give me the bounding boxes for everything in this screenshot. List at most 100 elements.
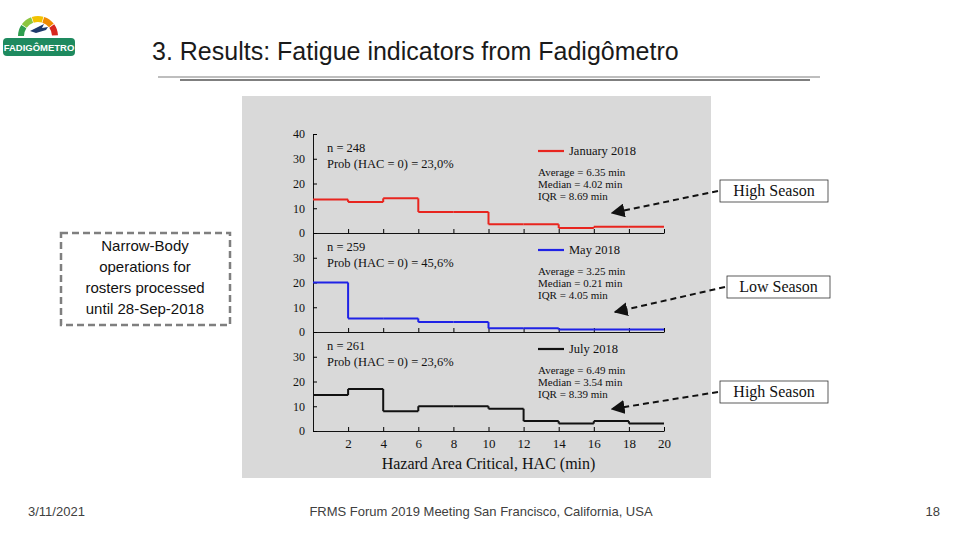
- x-tick-mark: [594, 427, 595, 431]
- legend-swatch: [538, 348, 564, 350]
- x-tick-mark: [453, 427, 454, 431]
- x-tick: [383, 328, 384, 332]
- legend-label: May 2018: [569, 243, 620, 257]
- histogram-step: [348, 388, 383, 390]
- step-riser: [382, 198, 384, 202]
- logo-gauge: [49, 24, 58, 35]
- y-tick: 20: [293, 177, 317, 191]
- histogram-step: [594, 420, 629, 422]
- chart-background: [242, 96, 711, 478]
- side-note-text: Narrow-Body: [101, 237, 189, 254]
- x-tick-label: 20: [658, 436, 671, 451]
- x-tick: [664, 328, 665, 332]
- x-axis-line: [314, 332, 665, 333]
- y-tick-mark: [313, 159, 317, 160]
- callout-text: High Season: [733, 383, 814, 401]
- y-tick-label: 20: [293, 177, 305, 191]
- x-tick: 20: [658, 427, 671, 451]
- y-tick-label: 20: [293, 375, 305, 389]
- step-riser: [628, 421, 630, 423]
- x-tick-mark: [418, 427, 419, 431]
- callout: Low Season: [615, 276, 830, 312]
- series: [313, 198, 664, 228]
- y-tick: 10: [293, 202, 317, 216]
- footer-date: 3/11/2021: [28, 504, 85, 519]
- step-riser: [417, 198, 419, 212]
- y-tick: 30: [293, 350, 317, 364]
- y-axis: 0102030: [293, 234, 317, 340]
- x-tick-label: 6: [416, 436, 423, 451]
- annotation: IQR = 4.05 min: [538, 289, 608, 301]
- step-riser: [558, 224, 560, 228]
- slide-title: 3. Results: Fatigue indicators from Fadi…: [152, 37, 679, 65]
- x-tick-mark: [664, 427, 665, 431]
- y-tick: 0: [299, 226, 317, 240]
- step-riser: [488, 212, 490, 224]
- step-riser: [488, 406, 490, 408]
- x-tick-label: 8: [451, 436, 458, 451]
- step-riser: [523, 409, 525, 421]
- x-tick-mark: [383, 328, 384, 332]
- y-tick-mark: [313, 134, 317, 135]
- x-tick-mark: [559, 427, 560, 431]
- step-riser: [558, 328, 560, 329]
- step-riser: [417, 318, 419, 322]
- logo-gauge: [22, 17, 33, 28]
- annotation: Median = 4.02 min: [538, 178, 623, 190]
- x-tick-mark: [383, 229, 384, 233]
- logo-badge: [3, 38, 75, 56]
- step-riser: [382, 389, 384, 411]
- callout-text: High Season: [733, 182, 814, 200]
- callout: High Season: [612, 381, 828, 409]
- step-riser: [347, 200, 349, 202]
- y-tick-label: 30: [293, 152, 305, 166]
- y-tick-mark: [313, 208, 317, 209]
- x-tick-mark: [348, 229, 349, 233]
- histogram-step: [629, 329, 664, 331]
- footer-event: FRMS Forum 2019 Meeting San Francisco, C…: [309, 504, 653, 519]
- y-tick-mark: [313, 357, 317, 358]
- x-tick: [629, 229, 630, 233]
- legend-entry: May 2018: [538, 243, 620, 257]
- x-axis: [314, 328, 665, 333]
- x-tick-label: 4: [380, 436, 387, 451]
- histogram-step: [524, 223, 559, 225]
- series: [313, 283, 664, 330]
- panel: 0102030May 2018n = 259Prob (HAC = 0) = 4…: [293, 234, 665, 340]
- x-tick: 4: [380, 427, 387, 451]
- y-tick-mark: [313, 307, 317, 308]
- histogram-step: [348, 317, 383, 319]
- step-riser: [558, 421, 560, 423]
- histogram-step: [383, 410, 418, 412]
- callout-box: [720, 180, 828, 202]
- callout-box: [720, 381, 828, 403]
- x-tick: [348, 229, 349, 233]
- y-axis: 010203040: [293, 127, 317, 240]
- step-riser: [347, 283, 349, 319]
- annotation: n = 261: [327, 339, 365, 353]
- y-tick: 10: [293, 400, 317, 414]
- x-tick: 2: [345, 427, 352, 451]
- y-tick: 30: [293, 152, 317, 166]
- annotation: Average = 3.25 min: [538, 265, 626, 277]
- x-tick-mark: [594, 229, 595, 233]
- x-tick-mark: [383, 427, 384, 431]
- annotation: Median = 3.54 min: [538, 376, 623, 388]
- x-axis-line: [314, 233, 665, 234]
- x-tick-label: 12: [518, 436, 531, 451]
- x-tick-mark: [453, 328, 454, 332]
- x-axis: [314, 229, 665, 234]
- histogram-step: [559, 423, 594, 425]
- histogram-step: [383, 197, 418, 199]
- histogram-step: [418, 321, 453, 323]
- histogram-step: [383, 317, 418, 319]
- histogram-step: [559, 329, 594, 331]
- x-tick-mark: [489, 229, 490, 233]
- histogram-step: [489, 223, 524, 225]
- x-tick: [418, 328, 419, 332]
- logo-gauge: [32, 16, 44, 23]
- step-riser: [347, 389, 349, 395]
- plot-data: [313, 389, 664, 424]
- side-note: Narrow-Bodyoperations forrosters process…: [61, 233, 230, 325]
- x-tick-mark: [629, 427, 630, 431]
